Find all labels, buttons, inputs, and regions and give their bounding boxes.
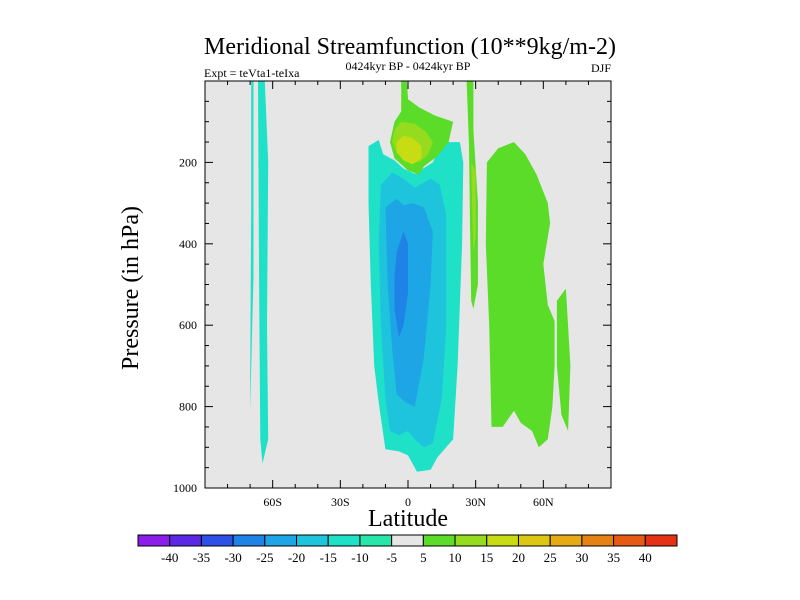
y-tick-label: 200 [179,155,197,169]
colorbar-level-label: 35 [607,550,620,565]
colorbar-level-label: -5 [386,550,397,565]
colorbar-swatch [422,534,456,547]
contour-region-narrow-cell-60S-right [258,81,269,464]
colorbar-level-label: 25 [544,550,557,565]
contour-regions [250,81,571,472]
y-tick-label: 1000 [173,481,197,495]
colorbar-swatch [264,534,298,547]
colorbar-swatch [613,534,646,547]
contour-region-mid-lat-cell [485,142,555,448]
chart-title: Meridional Streamfunction (10**9kg/m-2) [204,34,616,60]
chart-subtitle: 0424kyr BP - 0424kyr BP [346,59,471,73]
y-axis-label: Pressure (in hPa) [118,206,144,370]
colorbar-swatch [454,534,488,547]
contour-region-southern-cell-minus-25 [394,231,408,338]
colorbar-swatch [200,534,234,547]
colorbar-level-label: -40 [161,550,178,565]
x-tick-label: 30S [331,495,350,509]
colorbar: -40 -35 -30 -25 -20 -15 -10 -5 5 10 15 20 25 30 35 40 [137,534,678,565]
colorbar-swatch [296,534,329,547]
colorbar-swatch [169,534,202,547]
contour-region-30N-cell-inner [471,162,476,252]
colorbar-level-label: 20 [512,550,525,565]
x-tick-label: 0 [405,495,411,509]
colorbar-level-label: -15 [320,550,337,565]
colorbar-swatch [517,534,551,547]
colorbar-level-label: -35 [193,550,210,565]
x-tick-label: 60S [263,495,282,509]
x-tick-label: 60N [533,495,554,509]
colorbar-level-label: 10 [449,550,462,565]
x-axis-label: Latitude [368,506,448,532]
colorbar-swatch [644,534,678,547]
axis-ticks: 60S 30S 0 30N 60N 200 400 600 800 1000 [173,81,612,509]
colorbar-swatch [391,534,424,547]
colorbar-swatch [232,534,266,547]
colorbar-swatch [549,534,583,547]
season-label: DJF [591,61,611,75]
y-tick-label: 400 [179,237,197,251]
contour-region-narrow-cell-60S-left [250,81,254,411]
y-tick-label: 800 [179,400,197,414]
y-tick-label: 600 [179,318,197,332]
x-tick-label: 30N [465,495,486,509]
colorbar-level-label: 30 [575,550,588,565]
colorbar-level-label: 15 [480,550,493,565]
colorbar-level-label: -10 [351,550,368,565]
contour-region-equatorial-cell-15 [396,135,422,165]
colorbar-level-label: -30 [224,550,241,565]
colorbar-swatch [486,534,519,547]
experiment-label: Expt = teVta1-teIxa [204,66,300,80]
colorbar-swatch [359,534,393,547]
colorbar-swatch [581,534,615,547]
colorbar-level-label: 5 [420,550,427,565]
colorbar-level-label: 40 [639,550,652,565]
colorbar-swatch [327,534,361,547]
contour-region-high-lat-cell [556,288,571,431]
colorbar-level-label: -25 [256,550,273,565]
colorbar-swatch [137,534,171,547]
colorbar-level-label: -20 [288,550,305,565]
